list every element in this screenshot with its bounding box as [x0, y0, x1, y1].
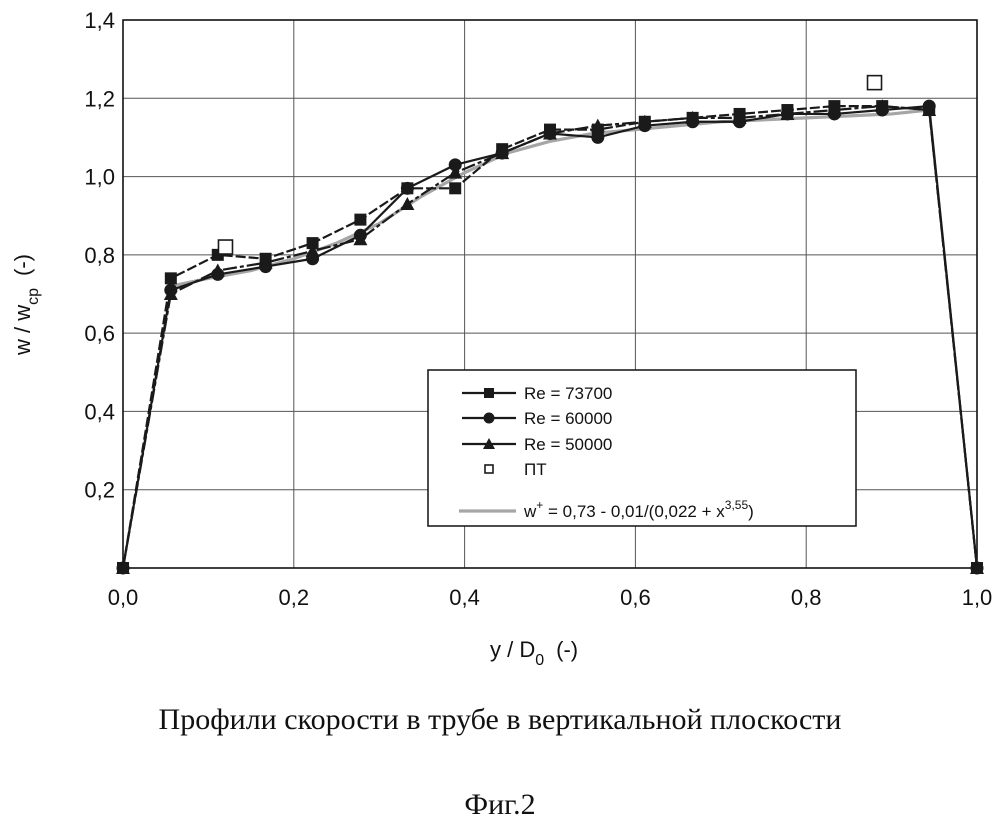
legend-label-re60000: Re = 60000 — [524, 409, 612, 428]
y-axis-label-main: w / w — [10, 305, 35, 356]
figure-number: Фиг.2 — [0, 788, 1000, 822]
x-axis-ticks: 0,0 0,2 0,4 0,6 0,8 1,0 — [108, 585, 993, 610]
legend-label-re50000: Re = 50000 — [524, 435, 612, 454]
x-axis-label-unit: (-) — [556, 637, 578, 662]
x-axis-label-main: y / D — [490, 637, 535, 662]
series-re60000-point — [401, 182, 414, 195]
legend-fit-end: ) — [748, 502, 754, 521]
y-tick-label: 1,0 — [84, 165, 115, 190]
series-pt-point — [868, 76, 882, 90]
y-tick-label: 1,2 — [84, 86, 115, 111]
legend-fit-main: w — [523, 502, 537, 521]
y-tick-label: 0,6 — [84, 321, 115, 346]
y-tick-label: 0,4 — [84, 399, 115, 424]
legend-marker-pt — [485, 465, 493, 473]
series-re73700-point — [165, 272, 177, 284]
series-pt-point — [218, 240, 232, 254]
y-tick-label: 0,8 — [84, 243, 115, 268]
legend-fit-mid: = 0,73 - 0,01/(0,022 + x — [543, 502, 725, 521]
legend-fit-sup2: 3,55 — [725, 498, 749, 512]
series-re73700-point — [354, 214, 366, 226]
legend-marker-re73700 — [484, 388, 494, 398]
legend-label-pt: ПТ — [524, 460, 547, 479]
legend: Re = 73700 Re = 60000 Re = 50000 ПТ w+ =… — [428, 370, 856, 526]
y-axis-label: w / wcp (-) — [10, 254, 42, 356]
x-axis-label-sub: 0 — [535, 652, 544, 669]
x-tick-label: 0,4 — [449, 585, 480, 610]
x-tick-label: 0,6 — [620, 585, 651, 610]
x-tick-label: 1,0 — [962, 585, 993, 610]
y-axis-label-sub: cp — [25, 288, 42, 305]
y-tick-label: 0,2 — [84, 478, 115, 503]
legend-label-fit: w+ = 0,73 - 0,01/(0,022 + x3,55) — [523, 498, 754, 521]
x-tick-label: 0,2 — [279, 585, 310, 610]
x-tick-label: 0,8 — [791, 585, 822, 610]
series-re50000-point — [211, 264, 225, 277]
legend-label-re73700: Re = 73700 — [524, 384, 612, 403]
series-re73700-point — [449, 182, 461, 194]
y-axis-ticks: 0,2 0,4 0,6 0,8 1,0 1,2 1,4 — [84, 8, 115, 503]
figure-caption-title: Профили скорости в трубе в вертикальной … — [0, 703, 1000, 737]
y-axis-label-unit: (-) — [10, 254, 35, 276]
series-pt — [218, 76, 881, 254]
x-axis-label: y / D0 (-) — [490, 637, 578, 669]
series-re60000-point — [591, 131, 604, 144]
legend-fit-sup1: + — [536, 498, 543, 512]
x-tick-label: 0,0 — [108, 585, 139, 610]
y-tick-label: 1,4 — [84, 8, 115, 33]
legend-marker-re60000 — [484, 413, 495, 424]
